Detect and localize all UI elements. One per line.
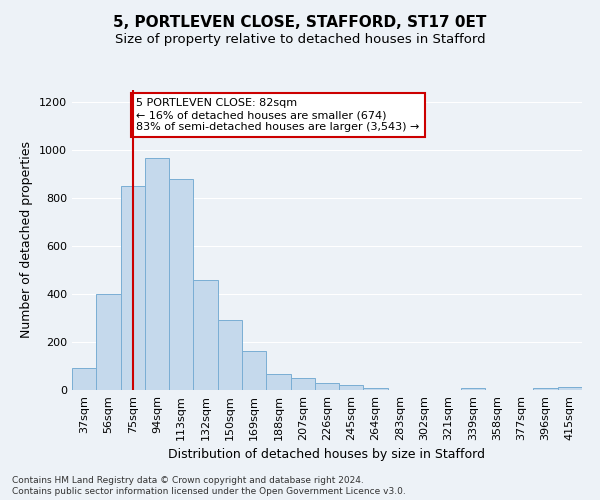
Bar xyxy=(339,384,364,390)
Bar xyxy=(266,374,290,390)
Text: Contains public sector information licensed under the Open Government Licence v3: Contains public sector information licen… xyxy=(12,488,406,496)
Bar xyxy=(96,294,121,390)
X-axis label: Distribution of detached houses by size in Stafford: Distribution of detached houses by size … xyxy=(169,448,485,461)
Bar xyxy=(533,388,558,390)
Bar xyxy=(558,387,582,390)
Bar xyxy=(169,179,193,390)
Text: Contains HM Land Registry data © Crown copyright and database right 2024.: Contains HM Land Registry data © Crown c… xyxy=(12,476,364,485)
Bar xyxy=(290,378,315,390)
Text: 5 PORTLEVEN CLOSE: 82sqm
← 16% of detached houses are smaller (674)
83% of semi-: 5 PORTLEVEN CLOSE: 82sqm ← 16% of detach… xyxy=(136,98,420,132)
Text: 5, PORTLEVEN CLOSE, STAFFORD, ST17 0ET: 5, PORTLEVEN CLOSE, STAFFORD, ST17 0ET xyxy=(113,15,487,30)
Bar xyxy=(218,320,242,390)
Bar xyxy=(145,158,169,390)
Bar xyxy=(315,383,339,390)
Bar xyxy=(242,351,266,390)
Bar xyxy=(121,186,145,390)
Bar xyxy=(193,280,218,390)
Bar xyxy=(72,368,96,390)
Bar xyxy=(364,388,388,390)
Y-axis label: Number of detached properties: Number of detached properties xyxy=(20,142,34,338)
Bar xyxy=(461,388,485,390)
Text: Size of property relative to detached houses in Stafford: Size of property relative to detached ho… xyxy=(115,32,485,46)
